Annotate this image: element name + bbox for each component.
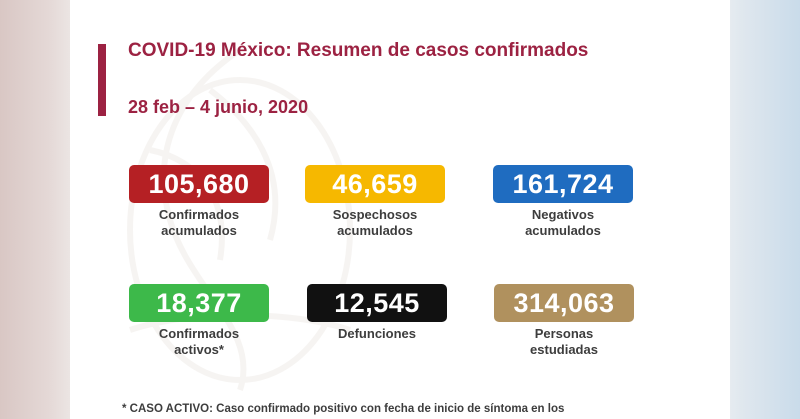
stat-personas-estudiadas: 314,063 Personas estudiadas xyxy=(494,284,634,358)
stat-sospechosos-acumulados: 46,659 Sospechosos acumulados xyxy=(305,165,445,239)
stat-value: 46,659 xyxy=(305,165,445,203)
stat-label: Sospechosos acumulados xyxy=(332,207,418,238)
stat-defunciones: 12,545 Defunciones xyxy=(307,284,447,342)
stat-negativos-acumulados: 161,724 Negativos acumulados xyxy=(493,165,633,239)
footnote: * CASO ACTIVO: Caso confirmado positivo … xyxy=(122,403,565,415)
stat-label: Personas estudiadas xyxy=(530,326,598,357)
stat-value: 314,063 xyxy=(494,284,634,322)
stat-label: Confirmados activos* xyxy=(158,326,240,357)
stat-value: 105,680 xyxy=(129,165,269,203)
emblem-watermark-icon xyxy=(127,47,353,391)
date-range: 28 feb – 4 junio, 2020 xyxy=(128,97,309,117)
slide-panel: COVID-19 México: Resumen de casos confir… xyxy=(70,0,730,419)
stat-label: Negativos acumulados xyxy=(525,207,601,238)
stat-label: Confirmados acumulados xyxy=(158,207,240,238)
stat-value: 161,724 xyxy=(493,165,633,203)
stat-value: 12,545 xyxy=(307,284,447,322)
stat-value: 18,377 xyxy=(129,284,269,322)
stat-label: Defunciones xyxy=(337,326,416,341)
stat-confirmados-activos: 18,377 Confirmados activos* xyxy=(129,284,269,358)
page-title: COVID-19 México: Resumen de casos confir… xyxy=(128,40,589,61)
accent-bar xyxy=(98,44,106,116)
stat-confirmados-acumulados: 105,680 Confirmados acumulados xyxy=(129,165,269,239)
